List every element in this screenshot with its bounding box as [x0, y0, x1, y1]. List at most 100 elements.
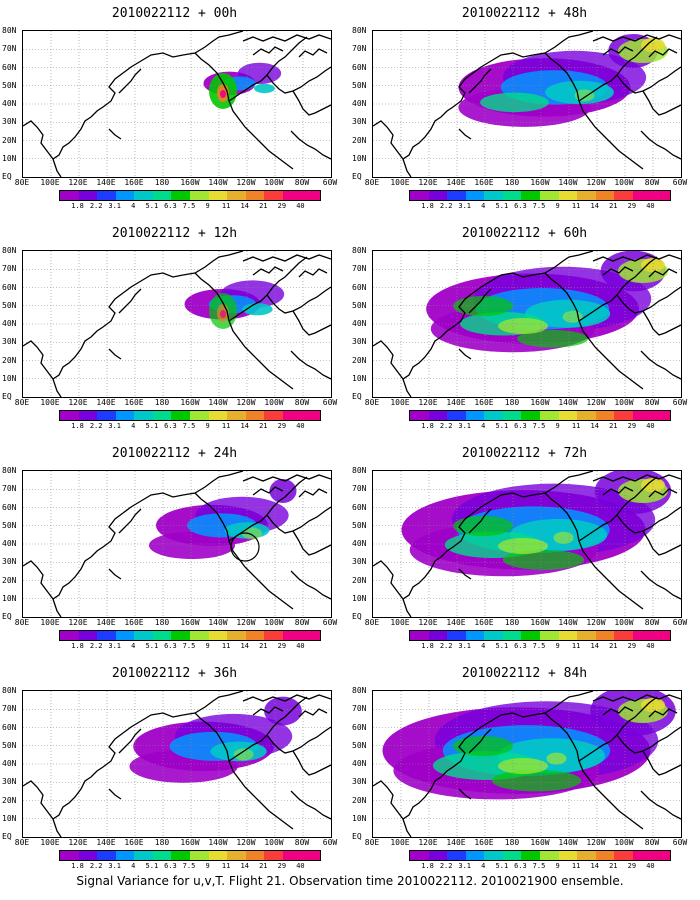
colorbar-swatch: [60, 631, 79, 640]
colorbar-label: 7.5: [182, 422, 196, 430]
longitude-label: 160W: [180, 618, 200, 627]
latitude-label: 20N: [352, 355, 367, 365]
longitude-label: 80W: [644, 618, 660, 627]
coastline: [242, 474, 331, 482]
colorbar: [59, 850, 321, 861]
longitude-label: 80W: [644, 838, 660, 847]
colorbar-label: 11: [221, 422, 231, 430]
colorbar-swatch: [152, 851, 172, 860]
colorbar-swatch: [60, 851, 79, 860]
colorbar-label: 21: [259, 642, 268, 650]
variance-region: [502, 549, 585, 570]
colorbar-label: 4: [481, 202, 486, 210]
longitude-label: 140E: [96, 618, 116, 627]
longitude-label: 60W: [322, 618, 338, 627]
coastline: [298, 48, 328, 58]
longitude-label: 160E: [124, 838, 144, 847]
colorbar-swatch: [134, 851, 153, 860]
colorbar-label: 3.1: [108, 422, 122, 430]
latitude-label: EQ: [2, 612, 12, 621]
coastline: [402, 378, 412, 397]
colorbar-label: 4: [481, 642, 486, 650]
colorbar-swatch: [282, 851, 302, 860]
colorbar-label: 40: [296, 642, 305, 650]
colorbar-swatch: [484, 191, 503, 200]
colorbar-swatch: [264, 191, 283, 200]
coastline: [578, 74, 618, 102]
colorbar-label: 2.2: [89, 642, 103, 650]
longitude-label: 100E: [390, 178, 410, 187]
coastline: [458, 788, 472, 800]
colorbar-swatch: [134, 631, 153, 640]
colorbar-swatch: [245, 851, 265, 860]
colorbar-label: 5.1: [495, 862, 509, 870]
coastline: [290, 350, 331, 380]
colorbar-swatch: [301, 631, 321, 640]
variance-region: [220, 90, 226, 98]
forecast-panel: 2010022112 + 00h 80N 70N 60N 50N 40N 30N 20N 10N…: [2, 6, 347, 231]
coastline: [472, 52, 534, 74]
latitude-label: 40N: [2, 539, 17, 548]
colorbar-swatch: [282, 191, 302, 200]
longitude-label: 120E: [68, 838, 88, 847]
longitude-label: 180: [154, 178, 170, 187]
colorbar-swatch: [558, 631, 578, 640]
latitude-label: EQ: [2, 392, 12, 401]
coastline: [266, 476, 308, 516]
colorbar-swatch: [521, 631, 541, 640]
variance-map: [372, 690, 682, 838]
colorbar-label: 14: [240, 862, 249, 870]
coastline: [194, 492, 294, 610]
colorbar-label: 2.2: [89, 862, 103, 870]
colorbar-swatch: [521, 411, 541, 420]
coastline: [194, 52, 294, 170]
colorbar-label: 9: [205, 862, 210, 870]
latitude-label: 10N: [2, 593, 17, 603]
longitude-label: 60W: [322, 178, 338, 187]
longitude-label: 100W: [614, 398, 634, 407]
longitude-label: 120E: [68, 398, 88, 407]
longitude-label: 100W: [264, 398, 284, 407]
variance-region: [498, 538, 548, 554]
coastline: [640, 570, 681, 600]
colorbar-label: 3.1: [458, 642, 472, 650]
coastline: [402, 158, 412, 177]
coastline: [182, 31, 244, 56]
coastline: [182, 471, 244, 496]
coastline: [90, 512, 124, 558]
coastline: [616, 696, 658, 736]
colorbar-swatch: [521, 191, 541, 200]
colorbar-swatch: [428, 851, 448, 860]
colorbar-swatch: [465, 191, 485, 200]
longitude-label: 120W: [236, 618, 256, 627]
coastline: [118, 288, 142, 314]
latitude-label: EQ: [352, 612, 362, 621]
colorbar-swatch: [577, 411, 596, 420]
variance-region: [220, 310, 226, 318]
colorbar-label: 3.1: [108, 202, 122, 210]
longitude-label: 60W: [322, 398, 338, 407]
coastline: [468, 68, 492, 94]
longitude-label: 140E: [96, 838, 116, 847]
longitude-label: 100W: [264, 618, 284, 627]
colorbar-swatch: [301, 191, 321, 200]
latitude-label: 30N: [2, 117, 17, 127]
latitude-label: 60N: [352, 722, 367, 732]
latitude-label: 50N: [352, 520, 367, 530]
latitude-label: 60N: [2, 62, 17, 72]
colorbar-label: 21: [609, 422, 618, 430]
coastline: [642, 90, 681, 116]
coastline: [252, 266, 284, 276]
colorbar-label: 14: [590, 862, 599, 870]
latitude-label: 20N: [2, 795, 17, 805]
panel-title: 2010022112 + 60h: [461, 226, 588, 241]
coastline: [468, 508, 492, 534]
colorbar-swatch: [115, 631, 135, 640]
variance-map: [372, 470, 682, 618]
colorbar-swatch: [540, 851, 559, 860]
colorbar-swatch: [97, 411, 116, 420]
longitude-label: 120W: [586, 398, 606, 407]
colorbar-labels: 1.8 2.2 3.1 4 5.1 6.3 7.5 9 11 14 21 29 40: [409, 422, 671, 431]
longitude-label: 160W: [530, 838, 550, 847]
colorbar-label: 29: [627, 862, 637, 870]
